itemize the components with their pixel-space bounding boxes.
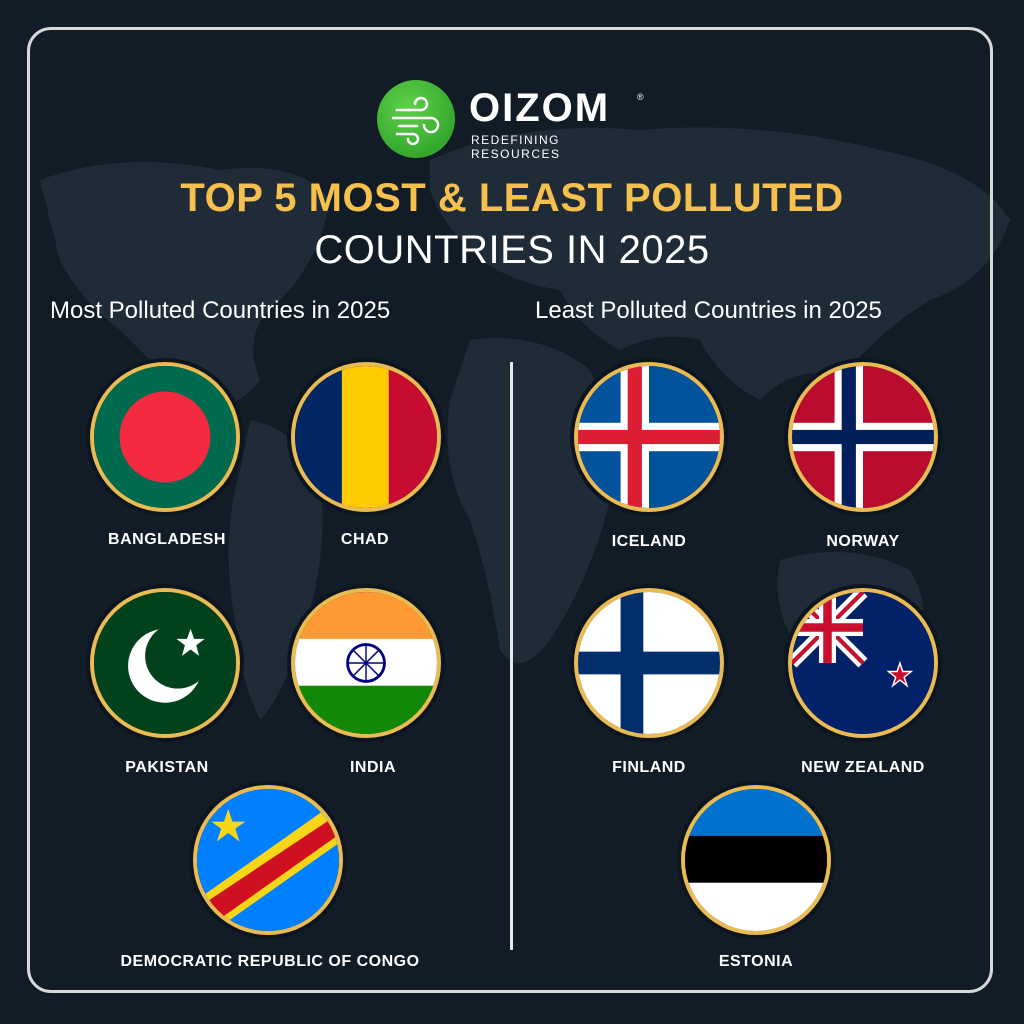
country-label-iceland: ICELAND bbox=[611, 533, 687, 550]
wind-logo-icon bbox=[377, 80, 455, 158]
brand-tagline: REDEFINING RESOURCES bbox=[471, 133, 561, 161]
finland-flag-icon bbox=[574, 588, 724, 738]
country-label-drc: DEMOCRATIC REPUBLIC OF CONGO bbox=[120, 953, 420, 970]
content-frame bbox=[27, 27, 993, 993]
registered-mark: ® bbox=[637, 92, 644, 102]
title-line-2: COUNTRIES IN 2025 bbox=[314, 228, 710, 272]
country-label-finland: FINLAND bbox=[612, 759, 686, 776]
iceland-flag-icon bbox=[574, 362, 724, 512]
country-label-chad: CHAD bbox=[340, 531, 390, 548]
country-label-new-zealand: NEW ZEALAND bbox=[801, 759, 925, 776]
column-divider bbox=[510, 362, 513, 950]
title-line-1: TOP 5 MOST & LEAST POLLUTED bbox=[180, 176, 844, 220]
brand-name: OIZOM bbox=[469, 86, 611, 130]
country-label-bangladesh: BANGLADESH bbox=[108, 531, 226, 548]
new-zealand-flag-icon bbox=[788, 588, 938, 738]
most-polluted-heading: Most Polluted Countries in 2025 bbox=[50, 297, 391, 324]
bangladesh-flag-icon bbox=[90, 362, 240, 512]
country-label-india: INDIA bbox=[349, 759, 397, 776]
india-flag-icon bbox=[291, 588, 441, 738]
pakistan-flag-icon bbox=[90, 588, 240, 738]
estonia-flag-icon bbox=[681, 785, 831, 935]
brand-logo: OIZOM ® REDEFINING RESOURCES bbox=[377, 80, 647, 161]
norway-flag-icon bbox=[788, 362, 938, 512]
country-label-estonia: ESTONIA bbox=[718, 953, 794, 970]
country-label-pakistan: PAKISTAN bbox=[125, 759, 209, 776]
country-label-norway: NORWAY bbox=[826, 533, 900, 550]
drc-flag-icon bbox=[193, 785, 343, 935]
least-polluted-heading: Least Polluted Countries in 2025 bbox=[535, 297, 882, 324]
chad-flag-icon bbox=[291, 362, 441, 512]
